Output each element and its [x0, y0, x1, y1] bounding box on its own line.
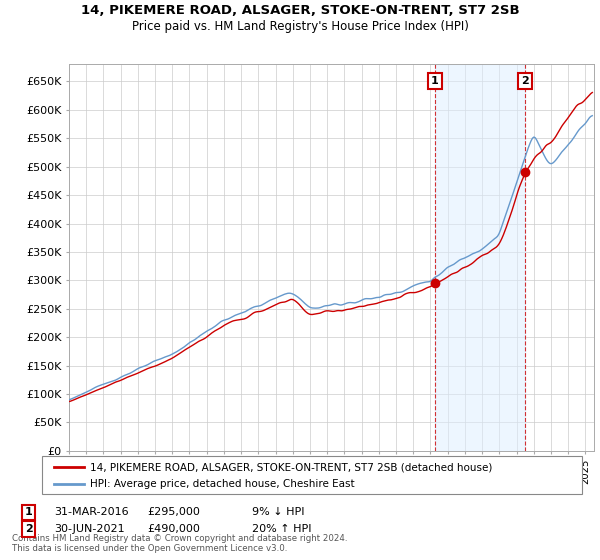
Text: Contains HM Land Registry data © Crown copyright and database right 2024.: Contains HM Land Registry data © Crown c…: [12, 534, 347, 543]
Text: 2: 2: [25, 524, 32, 534]
Text: 1: 1: [25, 507, 32, 517]
Text: 14, PIKEMERE ROAD, ALSAGER, STOKE-ON-TRENT, ST7 2SB (detached house): 14, PIKEMERE ROAD, ALSAGER, STOKE-ON-TRE…: [90, 462, 493, 472]
Text: £295,000: £295,000: [147, 507, 200, 517]
Text: 14, PIKEMERE ROAD, ALSAGER, STOKE-ON-TRENT, ST7 2SB: 14, PIKEMERE ROAD, ALSAGER, STOKE-ON-TRE…: [80, 4, 520, 17]
Text: This data is licensed under the Open Government Licence v3.0.: This data is licensed under the Open Gov…: [12, 544, 287, 553]
Text: Price paid vs. HM Land Registry's House Price Index (HPI): Price paid vs. HM Land Registry's House …: [131, 20, 469, 33]
Text: HPI: Average price, detached house, Cheshire East: HPI: Average price, detached house, Ches…: [90, 479, 355, 489]
Text: 20% ↑ HPI: 20% ↑ HPI: [252, 524, 311, 534]
Text: 9% ↓ HPI: 9% ↓ HPI: [252, 507, 305, 517]
Text: 31-MAR-2016: 31-MAR-2016: [54, 507, 128, 517]
Text: 30-JUN-2021: 30-JUN-2021: [54, 524, 125, 534]
Bar: [435, 64, 525, 451]
Text: £490,000: £490,000: [147, 524, 200, 534]
Text: 1: 1: [431, 76, 439, 86]
Text: 2: 2: [521, 76, 529, 86]
